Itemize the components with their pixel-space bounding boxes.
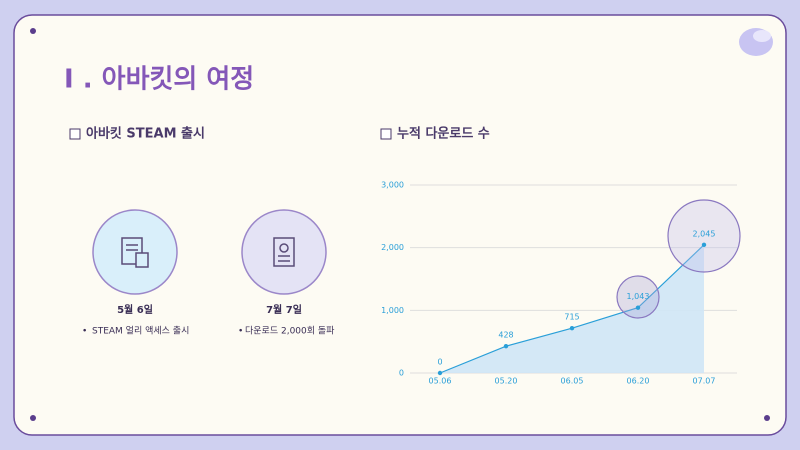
- x-tick-label: 06.05: [561, 377, 584, 386]
- heading-icon: [69, 128, 81, 140]
- x-tick-label: 07.07: [693, 377, 716, 386]
- heading-icon: [380, 128, 392, 140]
- point: [701, 242, 707, 248]
- milestone-date: 7월 7일: [266, 303, 302, 316]
- y-tick-label: 0: [399, 369, 404, 378]
- y-tick-label: 3,000: [381, 181, 404, 190]
- bullet: •: [238, 327, 243, 337]
- y-tick-label: 2,000: [381, 243, 404, 252]
- milestone-circle: [92, 209, 178, 295]
- document-icon: [273, 237, 295, 267]
- milestone-date: 5월 6일: [117, 303, 153, 316]
- title: I . 아바킷의 여정: [64, 65, 254, 95]
- value-label: 715: [564, 313, 579, 322]
- dot: [30, 28, 36, 34]
- point: [437, 370, 443, 376]
- x-tick-label: 05.20: [495, 377, 518, 386]
- value-label: 428: [498, 331, 513, 340]
- section-heading: 아바킷 STEAM 출시: [86, 126, 205, 142]
- value-label: 2,045: [693, 229, 716, 238]
- document-icon: [121, 237, 149, 268]
- area: [440, 244, 704, 373]
- milestone-text: 다운로드 2,000회 돌파: [245, 326, 335, 337]
- logo: [739, 28, 773, 56]
- dot: [764, 415, 770, 421]
- section-heading: 누적 다운로드 수: [397, 126, 490, 142]
- value-label: 1,043: [627, 292, 650, 301]
- milestone-text: STEAM 얼리 액세스 출시: [92, 325, 189, 337]
- point: [503, 343, 509, 349]
- x-tick-label: 06.20: [627, 377, 650, 386]
- point: [569, 325, 575, 331]
- y-tick-label: 1,000: [381, 306, 404, 315]
- point: [635, 305, 641, 310]
- value-label: 0: [437, 358, 442, 367]
- chart: 0 1,000 2,000 3,000 0 05.06 428 05.20 715 06.05 1,…: [381, 181, 741, 386]
- bullet: •: [82, 327, 87, 337]
- dot: [30, 415, 36, 421]
- highlight-circle: [616, 275, 660, 319]
- highlight-circle: [667, 199, 741, 273]
- x-tick-label: 05.06: [429, 377, 452, 386]
